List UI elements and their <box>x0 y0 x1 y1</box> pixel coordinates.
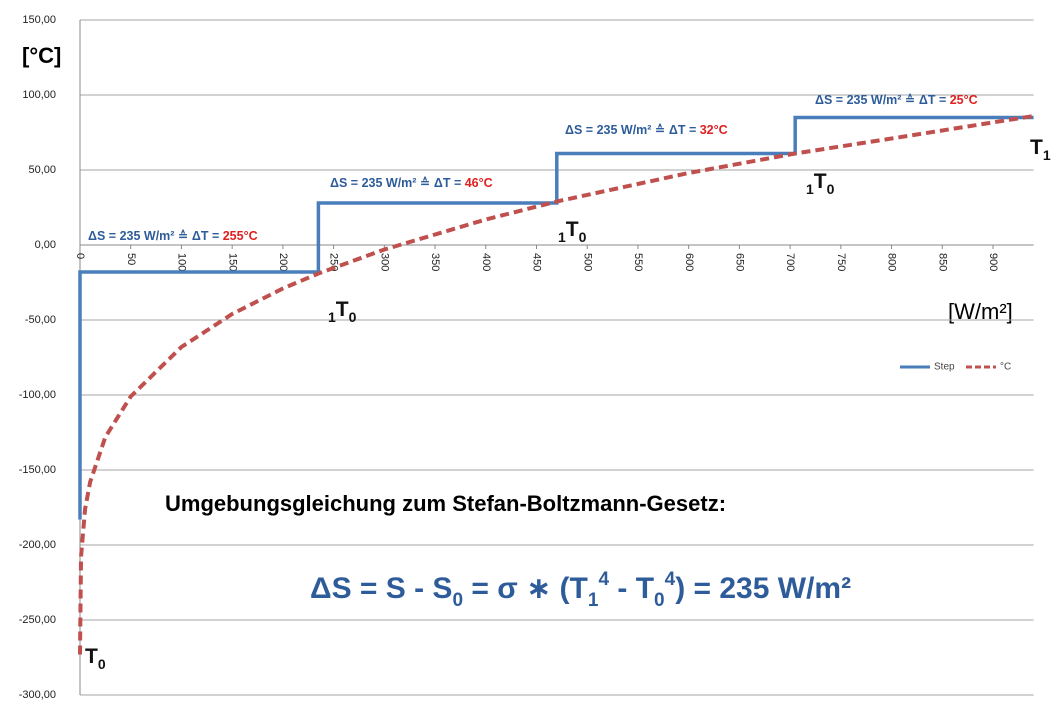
legend-label: °C <box>1000 362 1011 373</box>
annotation-text: ΔS = 235 W/m² ≙ ΔT = <box>815 93 950 107</box>
x-tick-label: 300 <box>378 253 390 271</box>
point-label-sub: 0 <box>98 656 106 672</box>
caption: Umgebungsgleichung zum Stefan-Boltzmann-… <box>165 491 726 516</box>
annotation-highlight: 32°C <box>700 123 728 137</box>
point-label-sub: 1 <box>1043 147 1051 163</box>
annotation: ΔS = 235 W/m² ≙ ΔT = 46°C <box>330 176 493 190</box>
formula-part: 4 <box>665 569 676 590</box>
annotation: ΔS = 235 W/m² ≙ ΔT = 32°C <box>565 123 728 137</box>
formula-part: ) = 235 W/m² <box>675 572 851 605</box>
point-label: 1T0 <box>558 218 587 245</box>
formula-part: 1 <box>588 590 599 611</box>
x-tick-label: 350 <box>429 253 441 271</box>
point-label-pre: 1 <box>328 309 336 325</box>
formula-part: - T <box>609 572 654 605</box>
x-tick-label: 400 <box>480 253 492 271</box>
x-tick-label: 250 <box>328 253 340 271</box>
line-series <box>78 115 1034 520</box>
x-tick-label: 750 <box>835 253 847 271</box>
x-tick-label: 700 <box>784 253 796 271</box>
point-label-text: T <box>85 645 98 668</box>
y-tick-label: 0,00 <box>35 239 56 251</box>
x-tick-label: 500 <box>581 253 593 271</box>
formula: ΔS = S - S0 = σ ∗ (T14 - T04) = 235 W/m² <box>310 569 851 611</box>
y-axis-label: [°C] <box>22 43 61 68</box>
x-tick-label: 900 <box>987 253 999 271</box>
y-tick-label: 100,00 <box>22 89 56 101</box>
y-tick-label: -200,00 <box>19 539 56 551</box>
formula-part: 4 <box>598 569 609 590</box>
x-tick-label: 100 <box>176 253 188 271</box>
point-label: T1 <box>1030 136 1051 163</box>
x-tick-label: 550 <box>632 253 644 271</box>
annotation-highlight: 255°C <box>223 229 258 243</box>
annotation-highlight: 25°C <box>950 93 978 107</box>
x-tick-label: 800 <box>886 253 898 271</box>
annotation: ΔS = 235 W/m² ≙ ΔT = 25°C <box>815 93 978 107</box>
x-tick-label: 0 <box>74 253 86 259</box>
x-tick-label: 650 <box>733 253 745 271</box>
x-tick-label: 600 <box>683 253 695 271</box>
x-tick-label: 200 <box>277 253 289 271</box>
y-tick-label: 50,00 <box>28 164 56 176</box>
point-label-sub: 0 <box>827 181 835 197</box>
point-label-text: T <box>814 170 827 193</box>
formula-part: 0 <box>452 590 463 611</box>
x-tick-label: 850 <box>936 253 948 271</box>
point-label-text: T <box>566 218 579 241</box>
y-tick-label: -150,00 <box>19 464 56 476</box>
annotation-highlight: 46°C <box>465 176 493 190</box>
y-tick-label: -250,00 <box>19 614 56 626</box>
point-label: 1T0 <box>328 298 357 325</box>
point-label: T0 <box>85 645 106 672</box>
annotation: ΔS = 235 W/m² ≙ ΔT = 255°C <box>88 229 258 243</box>
point-label-pre: 1 <box>806 181 814 197</box>
point-label-text: T <box>336 298 349 321</box>
formula-part: = σ ∗ (T <box>463 572 588 605</box>
y-tick-label: -50,00 <box>25 314 56 326</box>
annotation-text: ΔS = 235 W/m² ≙ ΔT = <box>565 123 700 137</box>
line-series <box>78 114 1034 655</box>
point-label-pre: 1 <box>558 229 566 245</box>
y-tick-label: 150,00 <box>22 14 56 26</box>
y-tick-label: -100,00 <box>19 389 56 401</box>
annotation-text: ΔS = 235 W/m² ≙ ΔT = <box>330 176 465 190</box>
annotation-text: ΔS = 235 W/m² ≙ ΔT = <box>88 229 223 243</box>
formula-part: 0 <box>654 590 665 611</box>
legend-label: Step <box>934 362 955 373</box>
point-label-sub: 0 <box>579 229 587 245</box>
y-tick-label: -300,00 <box>19 689 56 701</box>
point-label-sub: 0 <box>349 309 357 325</box>
x-tick-label: 50 <box>125 253 137 265</box>
formula-part: ΔS = S - S <box>310 572 452 605</box>
point-label-text: T <box>1030 136 1043 159</box>
point-label: 1T0 <box>806 170 835 197</box>
x-tick-label: 450 <box>531 253 543 271</box>
x-tick-label: 150 <box>226 253 238 271</box>
